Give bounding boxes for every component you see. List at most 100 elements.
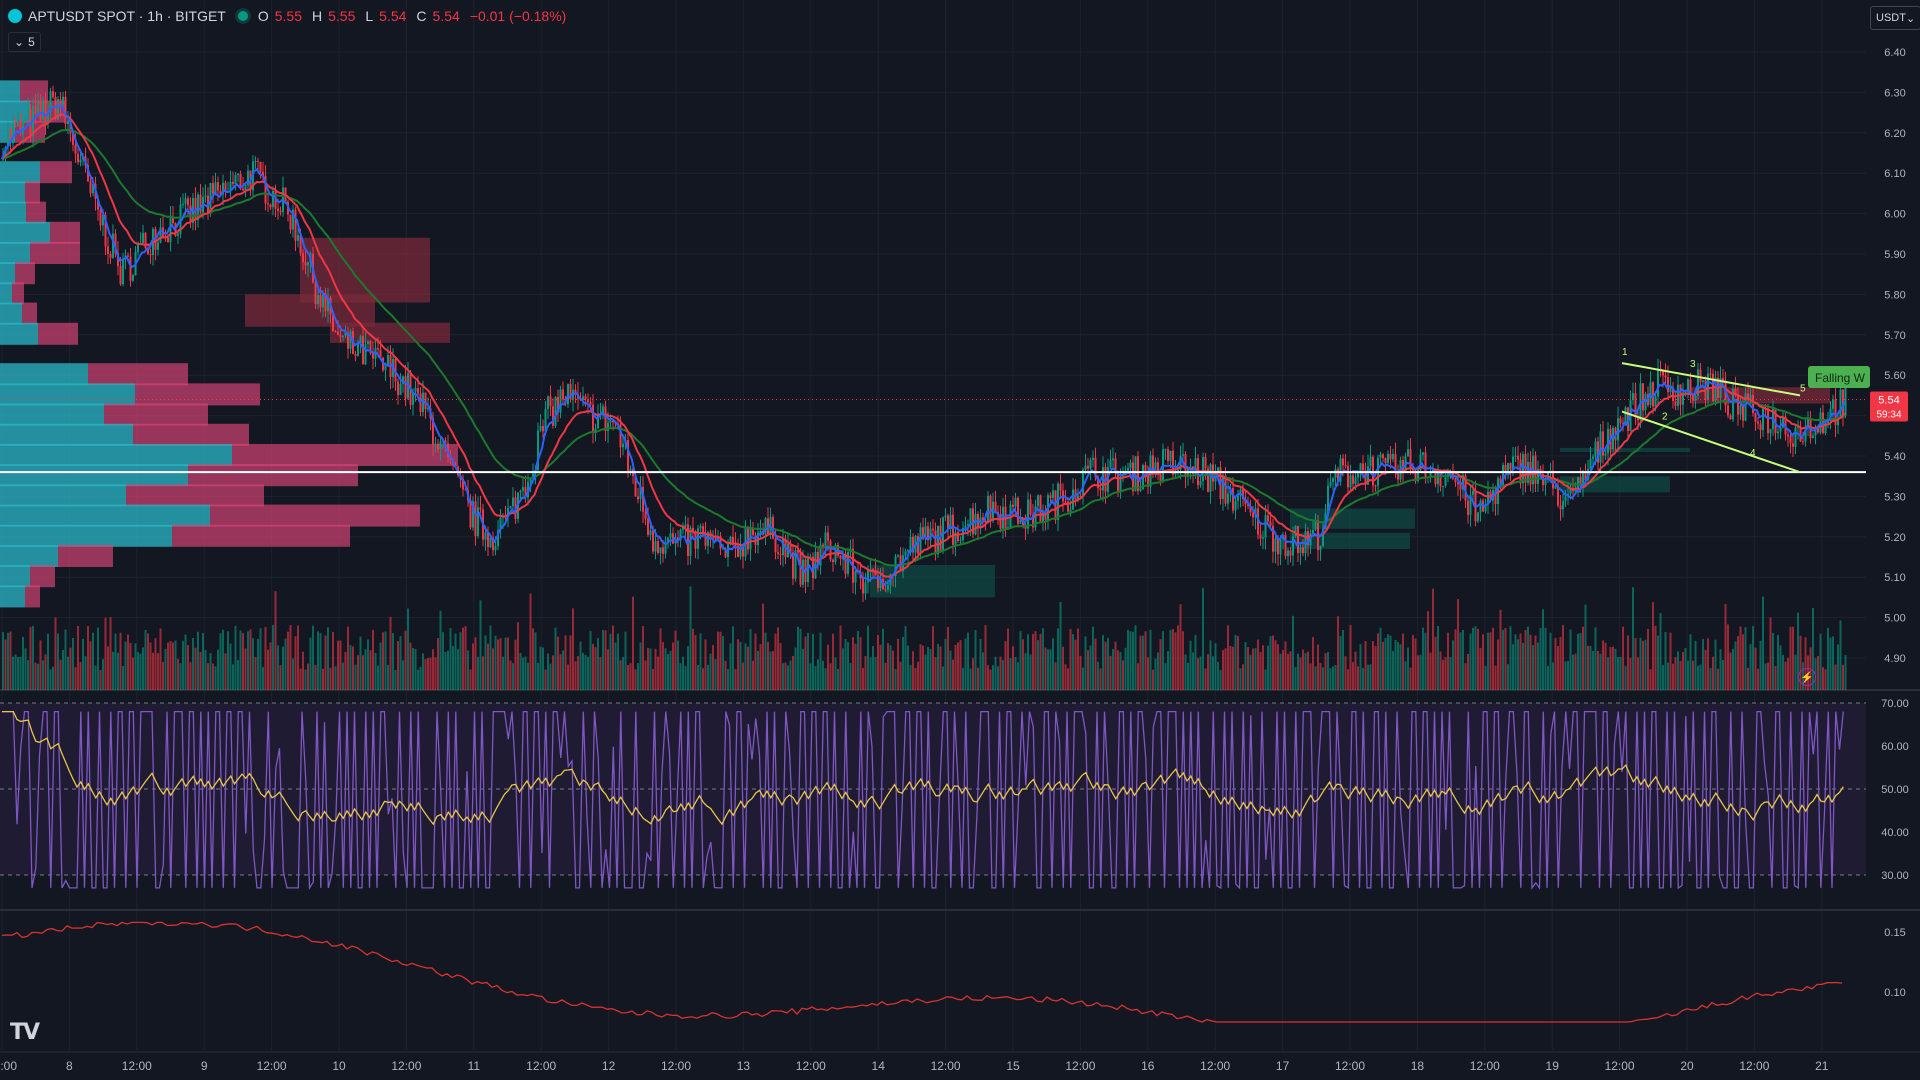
volume-bar (1664, 631, 1667, 690)
candle-body (1607, 428, 1609, 454)
vp-up-bar (0, 262, 15, 285)
time-axis-tick: 15 (1006, 1059, 1020, 1073)
candle-body (987, 495, 989, 523)
volume-bar (1734, 641, 1737, 690)
candle-body (537, 430, 539, 471)
candle-body (567, 383, 569, 405)
volume-bar (1672, 663, 1674, 690)
volume-bar (1114, 641, 1117, 690)
candle-body (1582, 472, 1584, 486)
currency-button[interactable]: USDT ⌄ (1870, 6, 1920, 30)
symbol-title[interactable]: APTUSDT SPOT · 1h · BITGET (28, 8, 226, 24)
volume-bar (1122, 660, 1124, 690)
volume-bar (482, 656, 484, 690)
candle-body (619, 424, 622, 448)
candle-body (1602, 431, 1604, 456)
volume-bar (414, 648, 417, 690)
candle-body (267, 203, 269, 205)
candle-body (1414, 470, 1417, 482)
volume-bar (287, 631, 289, 690)
price-axis-tick: 5.10 (1884, 572, 1905, 584)
candle-body (1264, 515, 1267, 538)
volume-bar (1147, 657, 1149, 690)
volume-bar (514, 639, 517, 690)
volume-bar (52, 666, 54, 690)
falling-wedge-pattern: 1 2 3 4 5 Falling W (1621, 347, 1870, 474)
tradingview-logo-icon[interactable]: TV (10, 1020, 40, 1045)
volume-bar (1824, 669, 1827, 690)
candle-body (524, 487, 527, 498)
volume-bar (397, 641, 399, 690)
candle-body (737, 545, 739, 557)
candle-body (664, 543, 667, 554)
volume-bar (1392, 650, 1394, 690)
candle-body (607, 422, 609, 432)
volume-bar (1387, 634, 1389, 690)
candle-body (1732, 388, 1734, 420)
volume-bar (364, 649, 367, 690)
volume-bar (402, 660, 404, 690)
candle-body (1359, 463, 1362, 472)
volume-bar (212, 663, 214, 690)
candle-body (729, 536, 732, 544)
candle-body (934, 530, 937, 555)
volume-bar (1397, 642, 1399, 690)
volume-bar (1602, 640, 1604, 690)
candle-body (247, 170, 249, 186)
volume-bar (762, 603, 764, 690)
candle-body (1069, 509, 1072, 512)
volume-bar (1839, 620, 1842, 690)
vp-up-bar (0, 504, 210, 527)
time-axis-tick: 18 (1411, 1059, 1425, 1073)
candle-body (167, 237, 169, 242)
candle-body (779, 553, 782, 555)
volume-bar (582, 652, 584, 690)
volume-bar (1697, 665, 1699, 690)
volume-bar (629, 663, 632, 690)
candle-body (359, 336, 362, 344)
candle-body (702, 526, 704, 534)
indicators-collapse-button[interactable]: ⌄ 5 (8, 32, 41, 52)
volume-bar (644, 660, 647, 690)
market-status-icon[interactable] (237, 11, 248, 21)
volume-bar (1414, 638, 1417, 690)
vp-up-bar (0, 484, 126, 507)
volume-bar (627, 665, 629, 690)
volume-bar (1454, 629, 1457, 690)
lower-indicator-line (1, 921, 1843, 1023)
candle-body (1634, 393, 1637, 418)
volume-bar (1539, 627, 1542, 690)
volume-bar (274, 591, 277, 690)
candle-body (1139, 488, 1142, 491)
candle-body (1322, 528, 1324, 547)
volume-bar (1034, 631, 1037, 690)
candle-body (1507, 463, 1509, 472)
candle-body (1757, 421, 1759, 424)
volume-bar (167, 642, 169, 690)
vp-down-bar (133, 423, 249, 446)
candle-body (1319, 546, 1322, 551)
lightning-icon[interactable]: ⚡ (1798, 668, 1816, 686)
vp-up-bar (0, 423, 133, 446)
candle-body (262, 171, 264, 176)
symbol-legend[interactable]: APTUSDT SPOT · 1h · BITGET O 5.55 H 5.55 L… (8, 6, 570, 26)
candle-body (1224, 475, 1227, 504)
candle-body (1094, 457, 1097, 478)
candle-body (739, 544, 742, 557)
volume-bar (539, 646, 542, 690)
candle-body (1177, 469, 1179, 472)
volume-bar (1642, 641, 1644, 690)
candle-body (1337, 469, 1339, 482)
volume-bar (672, 642, 674, 690)
volume-bar (1484, 666, 1487, 690)
candle-body (102, 215, 104, 226)
candle-body (954, 532, 957, 545)
volume-bar (1507, 664, 1509, 690)
candle-body (1557, 485, 1559, 506)
volume-bar (1482, 634, 1484, 690)
volume-bar (1822, 667, 1824, 690)
candle-body (219, 190, 222, 195)
volume-bar (1162, 631, 1164, 690)
candle-body (704, 533, 707, 546)
